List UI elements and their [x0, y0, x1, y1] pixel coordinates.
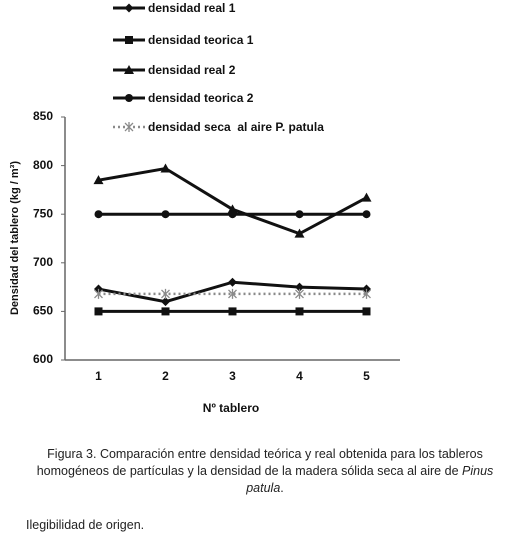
y-tick-label: 850	[33, 109, 53, 123]
legend-label: densidad real 1	[148, 1, 236, 15]
series-line	[98, 166, 368, 236]
data-point	[94, 307, 103, 316]
legend-marker	[125, 94, 133, 102]
data-point	[295, 282, 304, 292]
data-point	[161, 297, 170, 307]
data-point	[228, 210, 237, 219]
chart: Densidad del tablero (kg / m³) Nº tabler…	[9, 1, 400, 415]
data-point	[228, 277, 237, 287]
legend-label: densidad seca al aire P. patula	[148, 120, 324, 134]
y-tick-label: 750	[33, 206, 53, 220]
legend-label: densidad teorica 1	[148, 33, 254, 47]
x-tick-label: 3	[229, 369, 236, 383]
x-axis-title: Nº tablero	[203, 401, 259, 415]
data-point	[295, 210, 304, 219]
legend-marker	[124, 65, 134, 74]
data-point	[161, 307, 170, 316]
data-point	[161, 210, 170, 219]
y-tick-label: 700	[33, 255, 53, 269]
data-point	[160, 163, 171, 173]
y-tick-label: 600	[33, 352, 53, 366]
y-tick-label: 800	[33, 158, 53, 172]
data-point	[94, 210, 103, 219]
data-point	[161, 288, 170, 299]
y-axis-title: Densidad del tablero (kg / m³)	[9, 161, 21, 315]
caption-text: Figura 3. Comparación entre densidad teó…	[36, 447, 483, 478]
data-point	[294, 228, 305, 238]
data-point	[362, 307, 371, 316]
data-point	[228, 288, 237, 299]
y-tick-label: 650	[33, 304, 53, 318]
caption-end: .	[280, 481, 284, 495]
note: Ilegibilidad de origen.	[26, 518, 145, 532]
x-tick-label: 2	[162, 369, 169, 383]
x-tick-label: 1	[95, 369, 102, 383]
legend-marker	[124, 122, 134, 132]
data-point	[295, 288, 304, 299]
data-point	[93, 175, 104, 185]
legend-label: densidad teorica 2	[148, 91, 254, 105]
x-tick-label: 5	[363, 369, 370, 383]
data-point	[362, 288, 371, 299]
caption: Figura 3. Comparación entre densidad teó…	[20, 446, 510, 497]
data-point	[362, 210, 371, 219]
legend-label: densidad real 2	[148, 63, 236, 77]
data-point	[361, 192, 372, 202]
caption-italic: Pinus patula	[246, 464, 494, 495]
x-tick-label: 4	[296, 369, 303, 383]
data-point	[228, 307, 237, 316]
data-point	[94, 288, 103, 299]
legend-marker	[124, 3, 134, 13]
legend-marker	[125, 36, 133, 44]
data-point	[295, 307, 304, 316]
